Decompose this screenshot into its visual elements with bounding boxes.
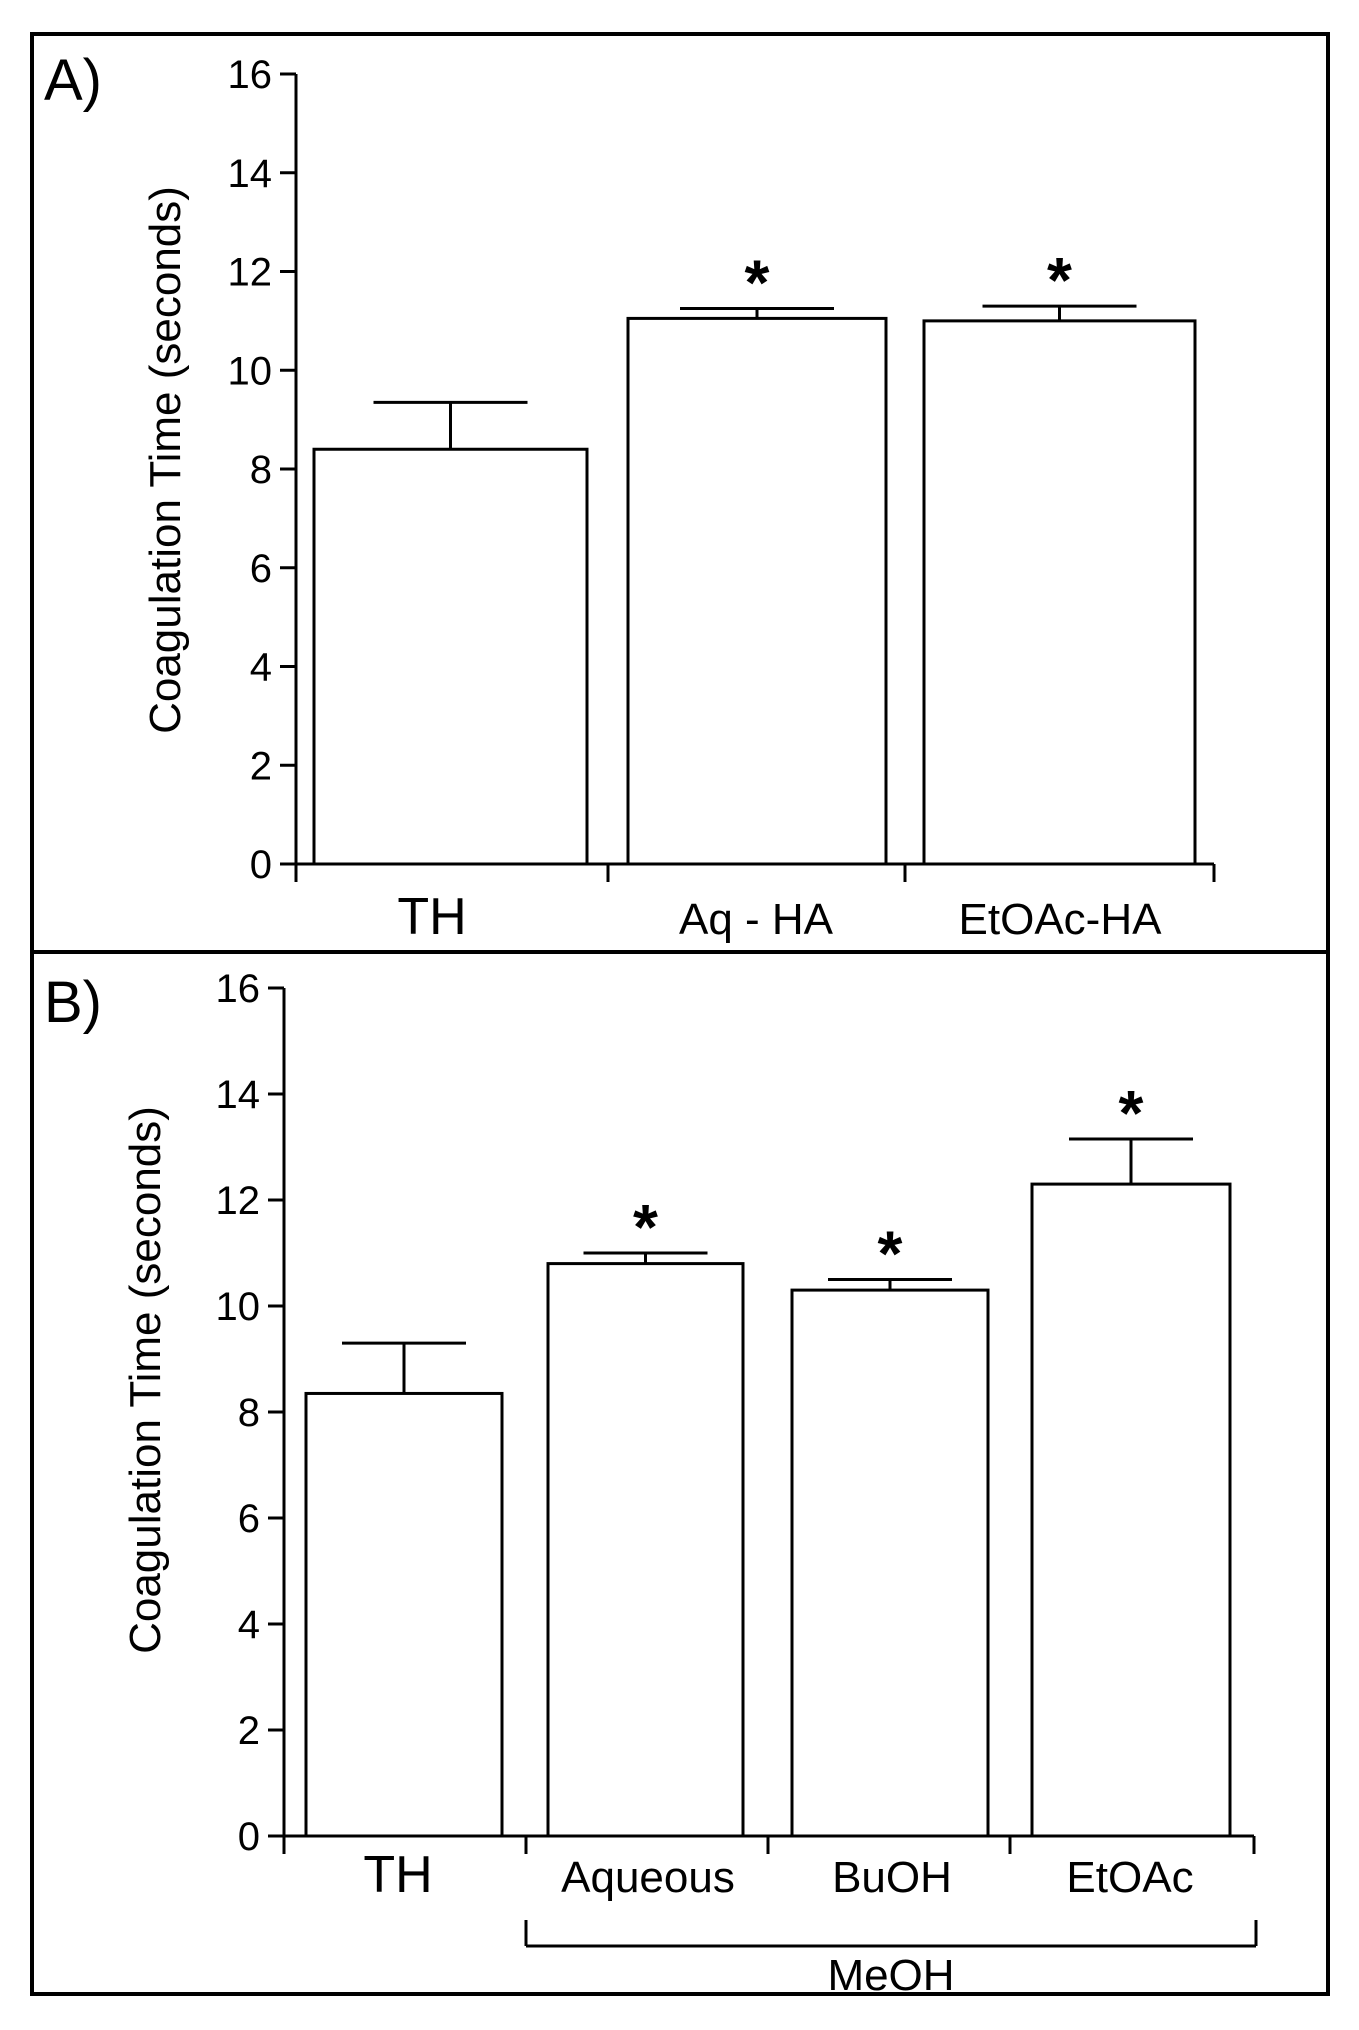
panel-b-chart: B) Coagulation Time (seconds) 0 2 4 6 8 10 12 1… [44, 967, 1258, 2000]
panel-b-y-axis-label: Coagulation Time (seconds) [121, 1106, 170, 1654]
panel-b-y-tick-label: 14 [216, 1073, 261, 1117]
panel-a-category-label: Aq - HA [679, 895, 834, 944]
panel-a-y-tick-label: 10 [228, 349, 273, 393]
panel-b-significance-star: * [633, 1191, 658, 1263]
panel-a-y-tick-label: 4 [250, 646, 272, 690]
panel-a-y-tick-label: 12 [228, 251, 273, 295]
panel-b-bar [1030, 1182, 1232, 1838]
panel-a-y-tick-label: 0 [250, 843, 272, 887]
panel-a-bar [626, 316, 888, 866]
panel-b-y-tick-label: 10 [216, 1285, 261, 1329]
panel-b-significance-star: * [878, 1218, 903, 1290]
panel-b-y-tick-label: 0 [238, 1815, 260, 1859]
panel-b-y-tick-label: 12 [216, 1179, 261, 1223]
panel-b-category-label: BuOH [832, 1853, 952, 1902]
panel-b-y-tick-label: 8 [238, 1391, 260, 1435]
panel-b-label: B) [44, 970, 102, 1035]
panel-b-bar [304, 1391, 504, 1838]
panel-b-y-tick-label: 6 [238, 1497, 260, 1541]
panel-a-significance-star: * [745, 247, 770, 319]
panel-a-y-tick-label: 16 [228, 53, 273, 97]
panel-b-y-tick-label: 2 [238, 1709, 260, 1753]
panel-b-bar [546, 1262, 745, 1838]
panel-a-y-tick-label: 6 [250, 547, 272, 591]
panel-a-bar [312, 447, 589, 866]
panel-a-category-label: EtOAc-HA [959, 895, 1163, 944]
panel-a-y-tick-label: 2 [250, 744, 272, 788]
panel-a-label: A) [44, 48, 102, 113]
panel-b-category-label: TH [363, 1846, 432, 1904]
panel-a-y-tick-label: 8 [250, 448, 272, 492]
panel-a-bar [922, 319, 1197, 866]
panel-a-y-axis-label: Coagulation Time (seconds) [141, 186, 190, 734]
panel-b-category-label: EtOAc [1066, 1853, 1193, 1902]
panel-a-y-tick-label: 14 [228, 152, 273, 196]
panel-a-significance-star: * [1047, 244, 1072, 316]
group-bracket: MeOH [524, 1920, 1258, 2000]
panel-a-category-label: TH [397, 888, 466, 946]
panel-a-chart: A) Coagulation Time (seconds) 0 2 4 6 8 10 12 1… [44, 48, 1216, 946]
figure-frame [30, 32, 1330, 1996]
group-label-meoh: MeOH [827, 1951, 954, 2000]
panel-b-significance-star: * [1119, 1077, 1144, 1149]
panel-b-bar [790, 1288, 990, 1838]
panel-b-category-label: Aqueous [561, 1853, 735, 1902]
panel-b-y-tick-label: 4 [238, 1603, 260, 1647]
panel-b-y-tick-label: 16 [216, 967, 261, 1011]
